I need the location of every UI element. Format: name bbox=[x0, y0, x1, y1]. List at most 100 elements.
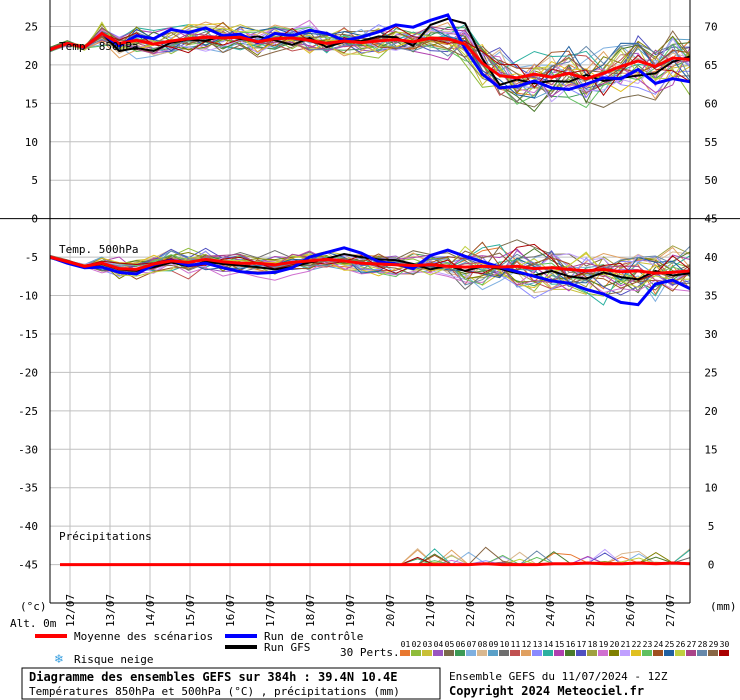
pert-legend-swatch bbox=[477, 650, 487, 656]
pert-legend-id: 16 bbox=[566, 640, 576, 649]
pert-legend-id: 11 bbox=[511, 640, 521, 649]
date-tick-label: 13/07 bbox=[104, 594, 117, 627]
legend-control-label: Run de contrôle bbox=[264, 630, 363, 643]
left-tick-label: 25 bbox=[25, 20, 38, 33]
left-tick-label: 5 bbox=[31, 174, 38, 187]
date-tick-label: 19/07 bbox=[344, 594, 357, 627]
date-tick-label: 15/07 bbox=[184, 594, 197, 627]
left-tick-label: -30 bbox=[18, 443, 38, 456]
legend-mean-label: Moyenne des scénarios bbox=[74, 630, 213, 643]
left-tick-label: -5 bbox=[25, 251, 38, 264]
pert-legend-id: 17 bbox=[577, 640, 587, 649]
left-tick-label: -10 bbox=[18, 290, 38, 303]
pert-legend-id: 01 bbox=[401, 640, 411, 649]
pert-legend-id: 26 bbox=[676, 640, 686, 649]
pert-legend-swatch bbox=[642, 650, 652, 656]
left-unit-label: (°c) bbox=[20, 600, 47, 613]
panel-850-label: Temp. 850hPa bbox=[59, 40, 138, 53]
date-tick-label: 17/07 bbox=[264, 594, 277, 627]
date-tick-label: 25/07 bbox=[584, 594, 597, 627]
left-tick-label: -40 bbox=[18, 520, 38, 533]
pert-legend-swatch bbox=[422, 650, 432, 656]
date-tick-label: 24/07 bbox=[544, 594, 557, 627]
pert-legend-swatch bbox=[543, 650, 553, 656]
pert-legend-swatch bbox=[510, 650, 520, 656]
gfs-line-850 bbox=[49, 17, 691, 87]
pert-legend-swatch bbox=[576, 650, 586, 656]
left-tick-label: 15 bbox=[25, 97, 38, 110]
control-line-850 bbox=[49, 13, 691, 92]
pert-legend-swatch bbox=[554, 650, 564, 656]
pert-legend-id: 12 bbox=[522, 640, 532, 649]
right-tick-label: 70 bbox=[704, 20, 717, 33]
pert-legend-swatch bbox=[653, 650, 663, 656]
panel-500-label: Temp. 500hPa bbox=[59, 243, 138, 256]
pert-legend-swatch bbox=[620, 650, 630, 656]
pert-legend-id: 18 bbox=[588, 640, 598, 649]
footer-copyright: Copyright 2024 Meteociel.fr bbox=[449, 684, 644, 698]
legend-perts-label: 30 Perts. bbox=[340, 646, 400, 659]
pert-legend-swatch bbox=[400, 650, 410, 656]
pert-legend-id: 22 bbox=[632, 640, 642, 649]
pert-legend-swatch bbox=[532, 650, 542, 656]
right-tick-label: 45 bbox=[704, 213, 717, 226]
pert-legend-id: 08 bbox=[478, 640, 488, 649]
date-tick-label: 20/07 bbox=[384, 594, 397, 627]
left-tick-label: -15 bbox=[18, 328, 38, 341]
right-tick-label: 20 bbox=[704, 405, 717, 418]
mean-line-precip bbox=[60, 561, 691, 567]
pert-legend-id: 27 bbox=[687, 640, 697, 649]
pert-legend-swatch bbox=[488, 650, 498, 656]
pert-legend-id: 30 bbox=[720, 640, 730, 649]
left-tick-label: 10 bbox=[25, 136, 38, 149]
pert-line-500 bbox=[49, 254, 691, 286]
pert-legend-id: 25 bbox=[665, 640, 675, 649]
right-tick-label: 30 bbox=[704, 328, 717, 341]
right-tick-label: 60 bbox=[704, 97, 717, 110]
pert-legend-id: 29 bbox=[709, 640, 719, 649]
legend-gfs-label: Run GFS bbox=[264, 641, 310, 654]
pert-legend-id: 15 bbox=[555, 640, 565, 649]
pert-legend-id: 14 bbox=[544, 640, 554, 649]
precip-label: Précipitations bbox=[59, 530, 152, 543]
date-tick-label: 14/07 bbox=[144, 594, 157, 627]
pert-legend-id: 02 bbox=[412, 640, 422, 649]
right-tick-label: 35 bbox=[704, 290, 717, 303]
right-tick-label: 15 bbox=[704, 443, 717, 456]
pert-legend-swatch bbox=[433, 650, 443, 656]
left-tick-label: -45 bbox=[18, 559, 38, 572]
pert-legend-id: 23 bbox=[643, 640, 653, 649]
altitude-label: Alt. 0m bbox=[10, 617, 57, 630]
right-tick-label: 50 bbox=[704, 174, 717, 187]
pert-legend-id: 19 bbox=[599, 640, 609, 649]
date-tick-label: 18/07 bbox=[304, 594, 317, 627]
pert-legend-swatch bbox=[521, 650, 531, 656]
left-tick-label: 0 bbox=[31, 213, 38, 226]
pert-legend-swatch bbox=[411, 650, 421, 656]
left-tick-label: -35 bbox=[18, 482, 38, 495]
pert-legend-swatch bbox=[631, 650, 641, 656]
date-tick-label: 22/07 bbox=[464, 594, 477, 627]
pert-legend-swatch bbox=[499, 650, 509, 656]
pert-legend-swatch bbox=[466, 650, 476, 656]
main-series bbox=[49, 13, 691, 567]
pert-legend-swatch bbox=[587, 650, 597, 656]
pert-legend-id: 20 bbox=[610, 640, 620, 649]
right-tick-label: 55 bbox=[704, 136, 717, 149]
pert-legend-id: 13 bbox=[533, 640, 543, 649]
pert-legend-id: 06 bbox=[456, 640, 466, 649]
pert-legend-swatch bbox=[697, 650, 707, 656]
date-tick-label: 26/07 bbox=[624, 594, 637, 627]
legend: Moyenne des scénarios Run de contrôle Ru… bbox=[35, 630, 729, 666]
right-tick-label: 0 bbox=[708, 559, 715, 572]
date-tick-label: 27/07 bbox=[664, 594, 677, 627]
pert-legend-swatch bbox=[444, 650, 454, 656]
pert-legend-id: 04 bbox=[434, 640, 444, 649]
right-tick-label: 10 bbox=[704, 482, 717, 495]
left-tick-label: -25 bbox=[18, 405, 38, 418]
left-tick-label: -20 bbox=[18, 366, 38, 379]
right-unit-label: (mm) bbox=[710, 600, 737, 613]
mean-line-850 bbox=[49, 31, 691, 81]
mean-line-500 bbox=[49, 255, 691, 275]
